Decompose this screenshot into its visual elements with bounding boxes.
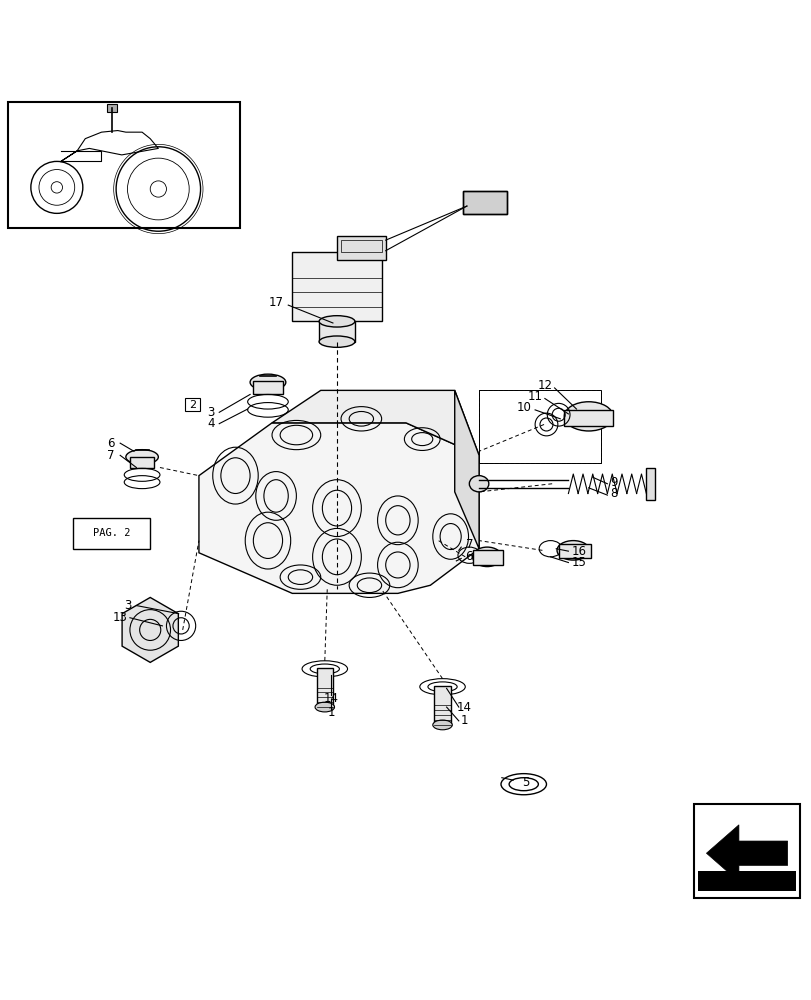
Text: 3: 3 bbox=[207, 406, 215, 419]
Text: 3: 3 bbox=[123, 599, 131, 612]
Bar bbox=[462, 191, 507, 214]
Ellipse shape bbox=[432, 720, 452, 730]
Ellipse shape bbox=[556, 541, 589, 560]
Bar bbox=[434, 686, 450, 725]
Bar bbox=[185, 398, 200, 411]
Polygon shape bbox=[454, 390, 478, 549]
Bar bbox=[253, 381, 282, 394]
Text: 16: 16 bbox=[571, 545, 586, 558]
Ellipse shape bbox=[250, 374, 285, 390]
Text: PAG. 2: PAG. 2 bbox=[92, 528, 131, 538]
Bar bbox=[478, 390, 600, 463]
Text: 17: 17 bbox=[268, 296, 283, 309]
Text: 2: 2 bbox=[189, 400, 195, 410]
Bar bbox=[462, 191, 507, 214]
Text: 9: 9 bbox=[609, 476, 617, 489]
Ellipse shape bbox=[472, 547, 501, 567]
Text: 10: 10 bbox=[517, 401, 531, 414]
Ellipse shape bbox=[319, 316, 354, 327]
Polygon shape bbox=[706, 825, 787, 882]
Bar bbox=[564, 410, 612, 426]
Bar bbox=[130, 457, 154, 468]
Text: 13: 13 bbox=[113, 611, 127, 624]
Bar bbox=[473, 550, 502, 565]
Ellipse shape bbox=[319, 336, 354, 347]
Bar bbox=[645, 468, 654, 500]
Polygon shape bbox=[122, 597, 178, 662]
Text: 1: 1 bbox=[327, 706, 335, 719]
Ellipse shape bbox=[126, 450, 158, 464]
Polygon shape bbox=[272, 390, 478, 455]
Bar bbox=[8, 102, 239, 228]
Bar bbox=[337, 236, 385, 260]
Bar bbox=[319, 321, 354, 342]
Text: 4: 4 bbox=[207, 417, 215, 430]
Bar bbox=[558, 544, 590, 558]
Text: 8: 8 bbox=[609, 487, 617, 500]
Bar bbox=[316, 668, 333, 707]
Bar bbox=[478, 390, 600, 463]
Text: 12: 12 bbox=[537, 379, 551, 392]
Bar bbox=[341, 240, 381, 252]
Ellipse shape bbox=[564, 402, 612, 431]
Text: 14: 14 bbox=[324, 692, 338, 705]
Text: 1: 1 bbox=[460, 714, 468, 727]
Bar bbox=[693, 804, 799, 898]
Text: 7: 7 bbox=[107, 449, 115, 462]
Polygon shape bbox=[199, 423, 478, 593]
Text: 14: 14 bbox=[457, 701, 471, 714]
Text: 11: 11 bbox=[527, 390, 542, 403]
Text: 7: 7 bbox=[465, 538, 473, 551]
Bar bbox=[107, 104, 117, 112]
Bar bbox=[292, 252, 381, 321]
Text: 6: 6 bbox=[465, 550, 473, 563]
Bar bbox=[697, 871, 795, 891]
Ellipse shape bbox=[469, 476, 488, 492]
Text: 6: 6 bbox=[107, 437, 115, 450]
Bar bbox=[73, 518, 150, 549]
Text: 15: 15 bbox=[571, 556, 586, 569]
Text: 5: 5 bbox=[521, 776, 530, 789]
Ellipse shape bbox=[315, 702, 334, 712]
